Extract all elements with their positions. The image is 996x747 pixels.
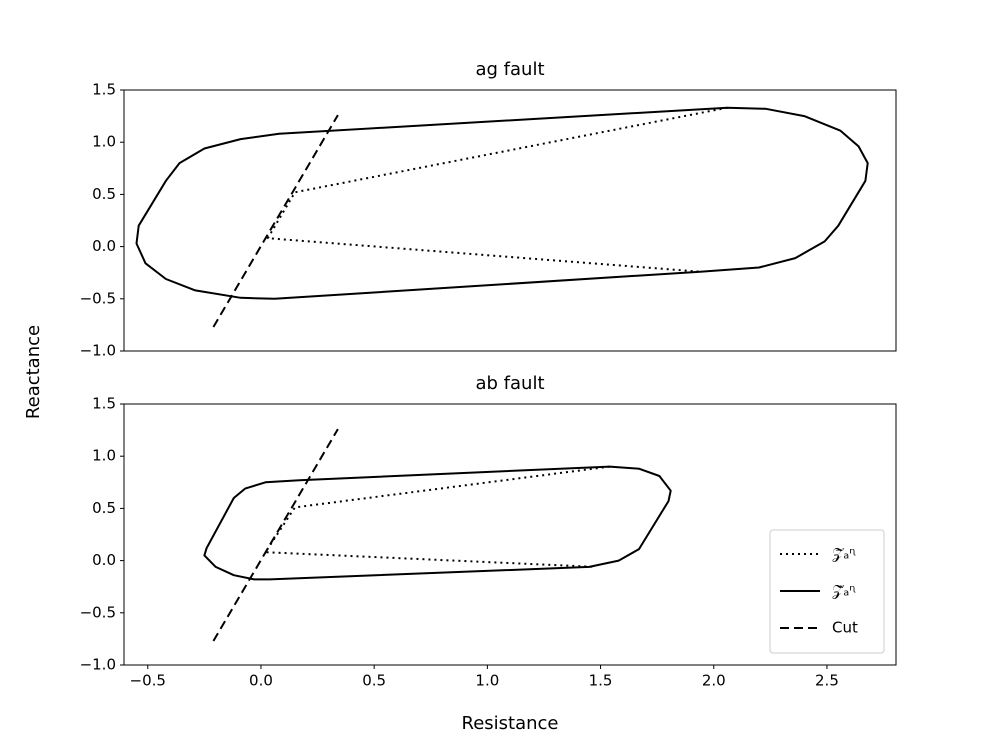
- x-tick-label: 0.5: [362, 672, 386, 690]
- series-line: [212, 428, 339, 642]
- y-tick-label: 1.5: [92, 395, 116, 413]
- x-tick-label: 2.5: [815, 672, 839, 690]
- axes-frame: [123, 403, 897, 666]
- y-tick-label: −0.5: [80, 603, 116, 621]
- series-line: [212, 114, 339, 328]
- y-tick-label: 0.0: [92, 237, 116, 255]
- x-tick-label: 2.0: [702, 672, 726, 690]
- y-tick-label: −1.0: [80, 342, 116, 360]
- series-line: [203, 465, 672, 581]
- y-tick-label: 1.5: [92, 81, 116, 99]
- x-tick-label: 0.0: [249, 672, 273, 690]
- y-tick-label: 0.5: [92, 499, 116, 517]
- series-line: [264, 465, 610, 568]
- legend-label: 𝒵⃗ₐᶯ: [832, 545, 856, 563]
- y-tick-label: 0.5: [92, 185, 116, 203]
- series-line: [266, 106, 728, 273]
- y-tick-label: −1.0: [80, 656, 116, 674]
- x-tick-label: −0.5: [130, 672, 166, 690]
- axes-frame: [123, 89, 897, 352]
- legend-box: [769, 529, 885, 654]
- chart-title: ab fault: [475, 373, 544, 394]
- y-tick-label: 1.0: [92, 447, 116, 465]
- chart-title: ag fault: [475, 59, 544, 80]
- y-axis-label: Reactance: [23, 325, 44, 419]
- y-tick-label: 0.0: [92, 551, 116, 569]
- legend-label: Cut: [832, 619, 858, 637]
- y-tick-label: −0.5: [80, 289, 116, 307]
- y-tick-label: 1.0: [92, 133, 116, 151]
- legend-label: 𝒵̂ₐᶯ: [832, 582, 856, 600]
- x-axis-label: Resistance: [462, 713, 559, 734]
- x-tick-label: 1.5: [589, 672, 613, 690]
- series-line: [135, 106, 869, 300]
- x-tick-label: 1.0: [475, 672, 499, 690]
